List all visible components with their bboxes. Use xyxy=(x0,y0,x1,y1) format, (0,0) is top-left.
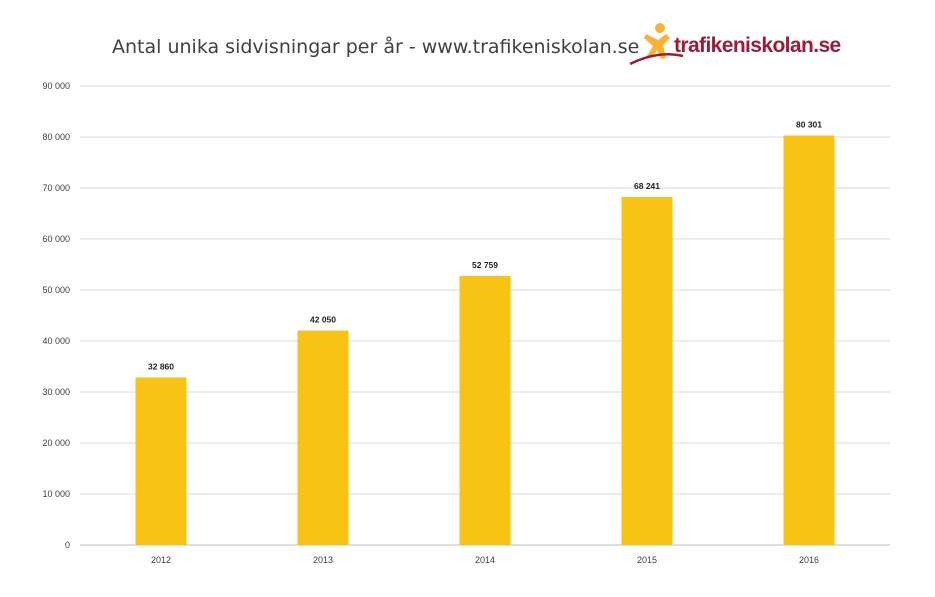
y-tick-label: 10 000 xyxy=(42,489,70,499)
y-tick-label: 90 000 xyxy=(42,81,70,91)
y-tick-label: 0 xyxy=(65,540,70,550)
x-tick-label: 2016 xyxy=(799,555,819,565)
y-tick-label: 20 000 xyxy=(42,438,70,448)
bar-2016 xyxy=(783,135,835,545)
brand-logo: trafikeniskolan.se xyxy=(628,20,848,70)
y-tick-label: 50 000 xyxy=(42,285,70,295)
bar-2014 xyxy=(459,275,511,545)
chart-title: Antal unika sidvisningar per år - www.tr… xyxy=(112,36,640,58)
y-tick-label: 80 000 xyxy=(42,132,70,142)
data-label: 52 759 xyxy=(472,260,498,270)
x-tick-label: 2013 xyxy=(313,555,333,565)
data-label: 42 050 xyxy=(310,315,336,325)
x-tick-label: 2012 xyxy=(151,555,171,565)
person-figure-icon xyxy=(629,23,684,66)
x-tick-label: 2015 xyxy=(637,555,657,565)
bar-2012 xyxy=(135,377,187,545)
bar-2015 xyxy=(621,196,673,546)
data-label: 68 241 xyxy=(634,181,660,191)
bar-2013 xyxy=(297,330,349,545)
x-tick-label: 2014 xyxy=(475,555,495,565)
y-tick-label: 40 000 xyxy=(42,336,70,346)
logo-text: trafikeniskolan.se xyxy=(674,34,841,57)
y-tick-label: 30 000 xyxy=(42,387,70,397)
y-tick-label: 60 000 xyxy=(42,234,70,244)
data-label: 32 860 xyxy=(148,361,174,371)
data-label: 80 301 xyxy=(796,119,822,129)
y-tick-label: 70 000 xyxy=(42,183,70,193)
